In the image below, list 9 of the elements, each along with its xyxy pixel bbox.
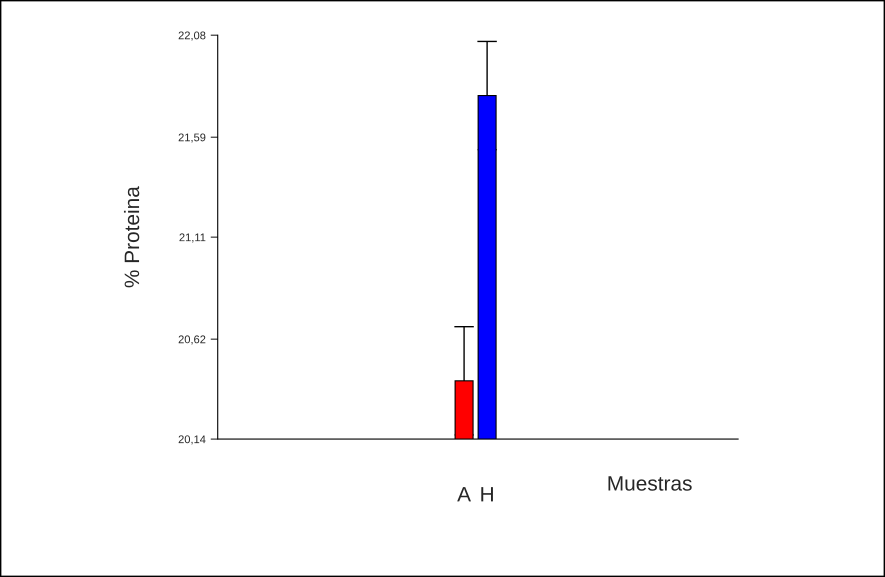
x-tick-label: H: [481, 487, 493, 502]
y-tick-label: 20,62: [178, 335, 206, 345]
x-tick-label: A: [457, 487, 471, 502]
y-tick-label: 22,08: [178, 31, 206, 41]
y-tick-label: 21,59: [178, 133, 206, 143]
y-tick-label: 20,14: [178, 435, 206, 445]
y-axis-title: % Proteina: [124, 186, 140, 288]
y-tick-label: 21,11: [179, 233, 206, 243]
x-axis-title: Muestras: [608, 476, 692, 491]
